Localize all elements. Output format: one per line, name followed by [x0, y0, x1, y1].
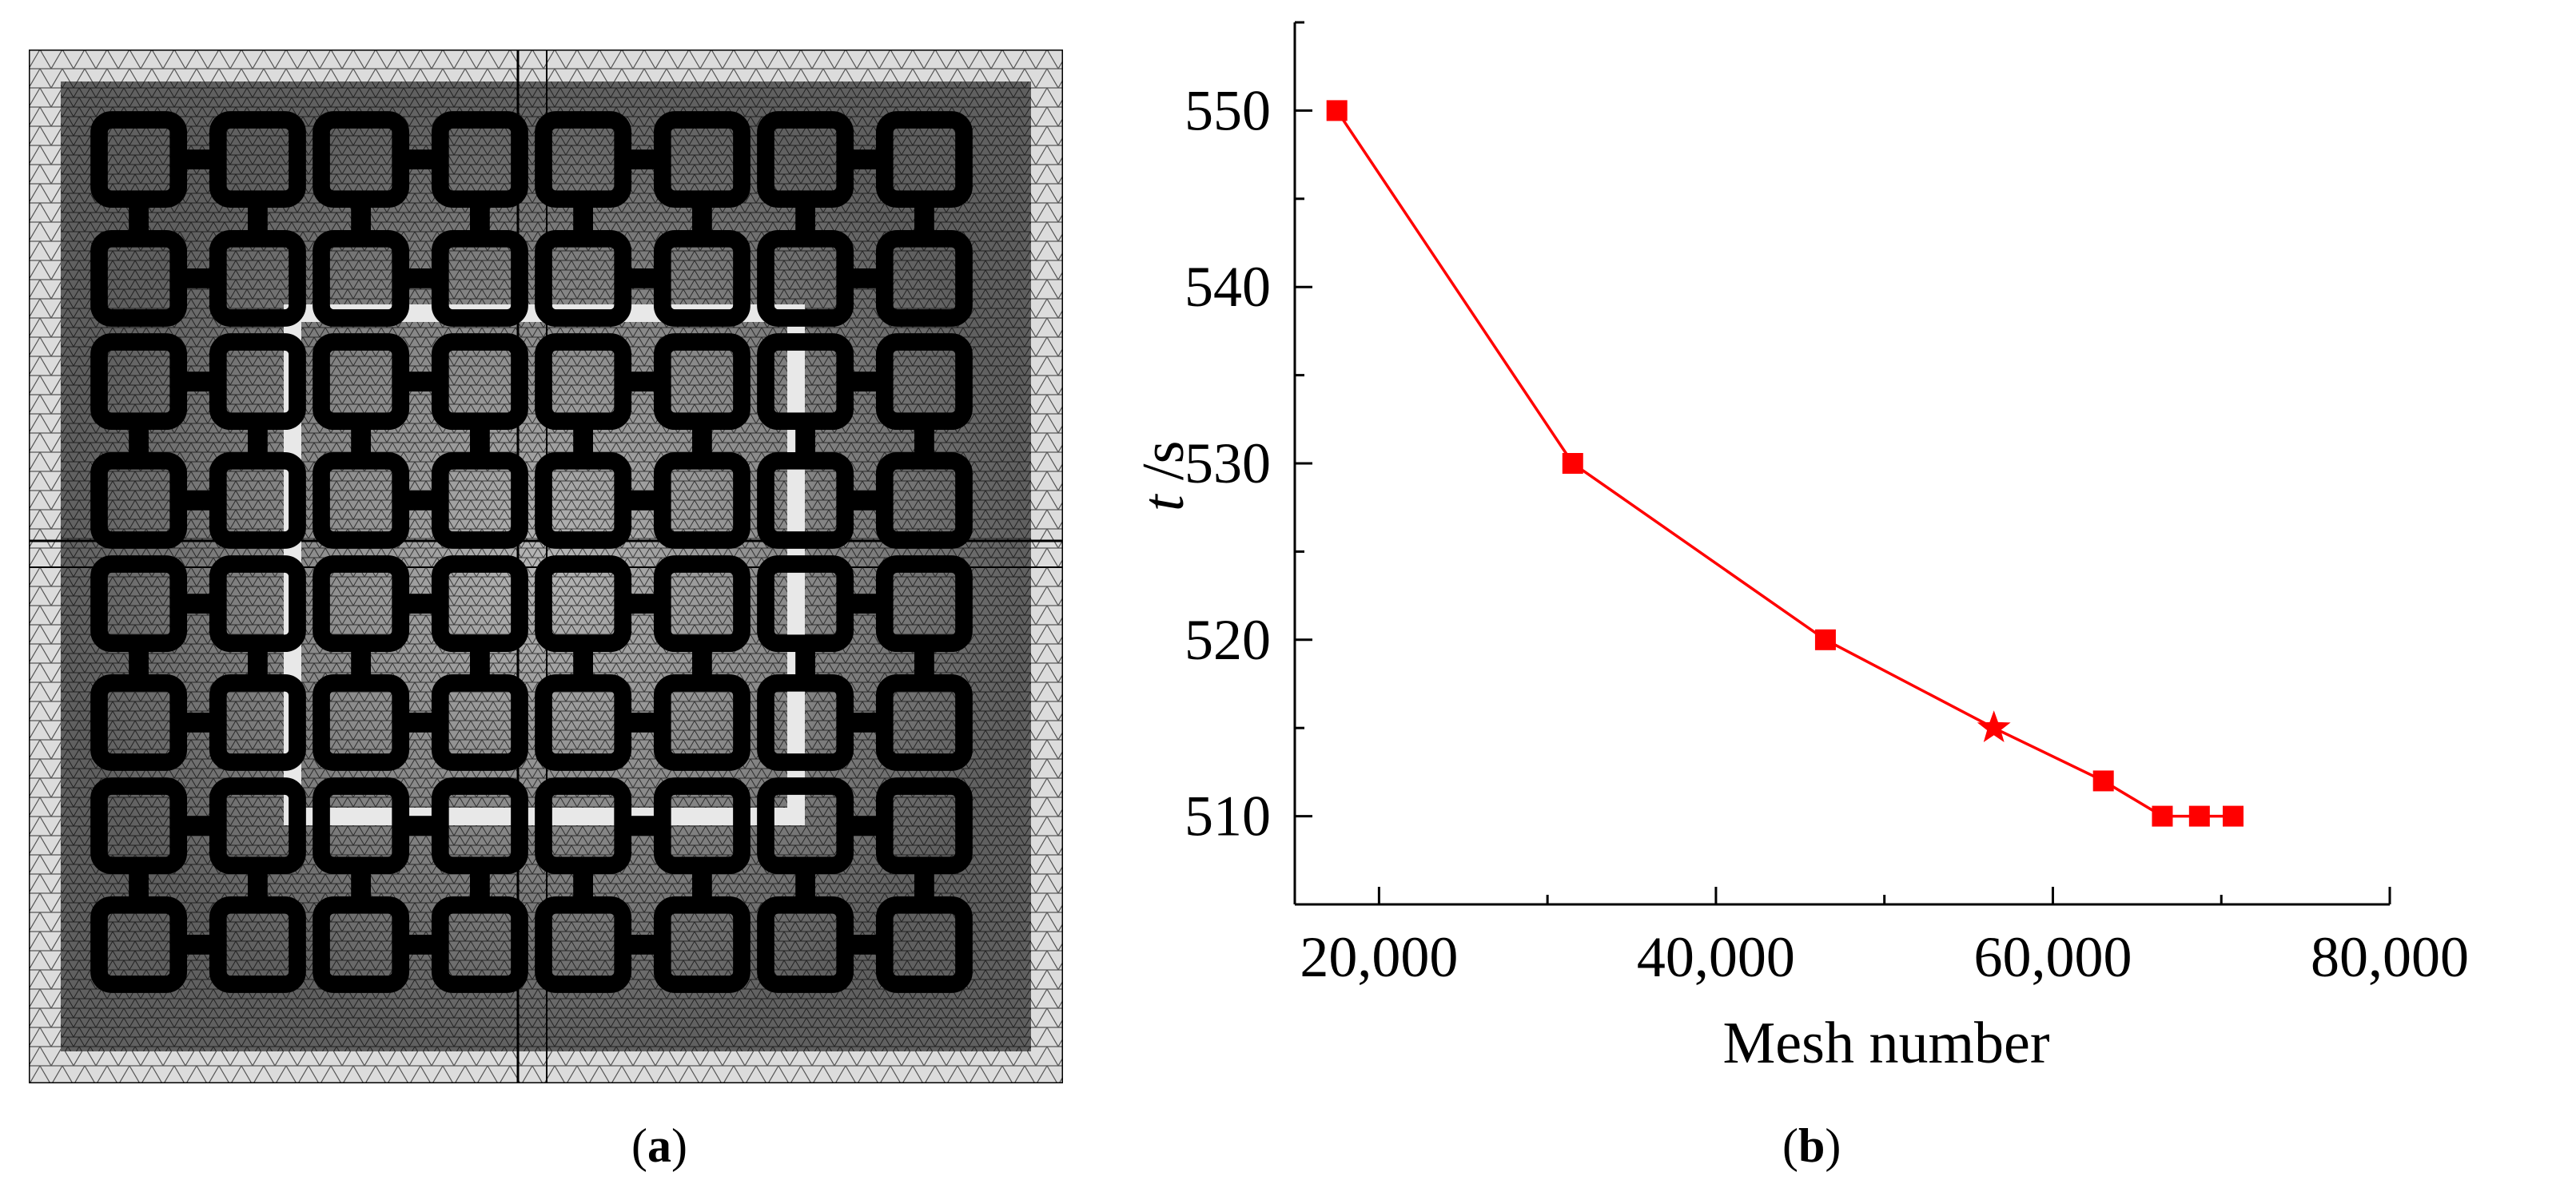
mesh-figure — [29, 50, 1063, 1083]
data-point-star — [1977, 710, 2011, 742]
chart-series — [1326, 100, 2244, 827]
y-tick-label: 520 — [1184, 608, 1271, 672]
data-point — [2188, 805, 2210, 827]
caption-b-letter: b — [1798, 1119, 1825, 1172]
data-point — [1562, 453, 1583, 474]
y-axis-label-variable: t — [1131, 493, 1196, 511]
series-line — [1336, 109, 2233, 818]
data-point — [2222, 805, 2244, 827]
y-tick-label: 540 — [1184, 255, 1271, 319]
x-tick-label: 80,000 — [2311, 925, 2469, 989]
data-point — [1326, 100, 1348, 121]
chart-axes: 20,000 40,000 60,000 80,000 510 520 530 540 550 — [1184, 21, 2469, 989]
y-tick-label: 550 — [1184, 78, 1271, 142]
x-tick-label: 40,000 — [1637, 925, 1795, 989]
data-point — [2092, 770, 2114, 792]
y-tick-label: 530 — [1184, 431, 1271, 495]
y-axis-label-unit: /s — [1131, 441, 1196, 495]
line-chart: 20,000 40,000 60,000 80,000510520530540550 … — [1131, 21, 2469, 1076]
x-axis-label: Mesh number — [1723, 1011, 2050, 1076]
caption-b: (b) — [1782, 1119, 1841, 1172]
y-axis-label: t /s — [1131, 441, 1196, 511]
caption-a-letter: a — [647, 1119, 671, 1172]
data-point — [2152, 805, 2173, 827]
x-tick-label: 20,000 — [1300, 925, 1458, 989]
x-tick-label: 60,000 — [1973, 925, 2132, 989]
data-point — [1814, 629, 1836, 650]
y-tick-label: 510 — [1184, 785, 1271, 848]
caption-a: (a) — [631, 1119, 687, 1172]
